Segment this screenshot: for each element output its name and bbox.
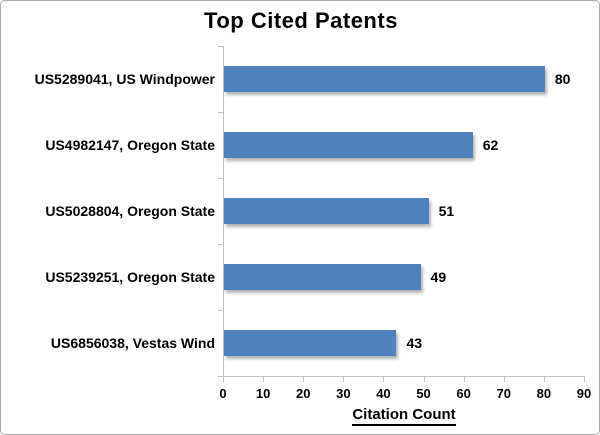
category-label: US5239251, Oregon State	[45, 269, 215, 285]
x-axis-tick	[423, 376, 425, 382]
x-axis-tick-label: 20	[295, 386, 311, 401]
category-label: US5028804, Oregon State	[45, 203, 215, 219]
y-axis-tick	[218, 112, 223, 113]
x-axis-title: Citation Count	[223, 406, 585, 426]
x-axis-tick	[343, 376, 345, 382]
x-axis-tick-label: 90	[576, 386, 592, 401]
y-axis-line	[223, 46, 224, 377]
x-axis-tick	[584, 376, 585, 382]
x-axis-tick-label: 10	[255, 386, 271, 401]
x-axis-tick	[383, 376, 385, 382]
bar	[224, 66, 545, 92]
x-axis-title-text: Citation Count	[352, 406, 456, 426]
value-label: 49	[430, 269, 447, 285]
bar	[224, 330, 397, 356]
category-label: US6856038, Vestas Wind	[50, 335, 215, 351]
x-axis-tick-label: 40	[376, 386, 391, 401]
bar	[224, 132, 473, 158]
x-axis-tick	[223, 376, 224, 382]
x-axis-tick-label: 70	[496, 386, 511, 401]
bar	[224, 198, 429, 224]
x-axis-tick-label: 50	[416, 386, 431, 401]
x-axis-tick	[503, 376, 505, 382]
value-label: 62	[482, 137, 499, 153]
bar	[224, 264, 421, 290]
x-axis-tick-label: 30	[336, 386, 351, 401]
value-label: 43	[406, 335, 423, 351]
y-axis-tick	[218, 244, 223, 245]
y-axis-tick	[218, 178, 223, 179]
category-label: US5289041, US Windpower	[34, 71, 215, 87]
chart-title: Top Cited Patents	[204, 8, 398, 33]
value-label: 51	[438, 203, 455, 219]
x-axis-tick	[463, 376, 465, 382]
y-axis-tick	[218, 310, 223, 311]
x-axis-tick-label: 0	[219, 386, 227, 401]
x-axis-line	[223, 376, 585, 377]
x-axis-tick-label: 80	[536, 386, 552, 401]
x-axis-tick	[303, 376, 305, 382]
y-axis-tick	[218, 46, 223, 47]
x-axis-tick-label: 60	[456, 386, 471, 401]
x-axis-tick	[543, 376, 545, 382]
y-axis-tick	[218, 376, 223, 377]
category-label: US4982147, Oregon State	[45, 137, 215, 153]
value-label: 80	[554, 71, 571, 87]
x-axis-tick	[263, 376, 265, 382]
